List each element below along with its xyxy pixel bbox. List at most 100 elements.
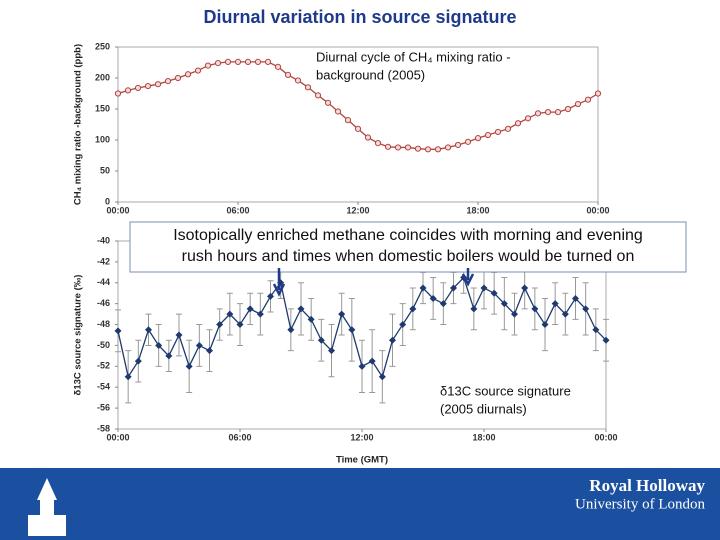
data-point [134,357,142,365]
callout-arrow [272,268,286,297]
data-point [204,62,212,69]
data-point [500,300,508,308]
data-point [484,131,492,139]
data-point [164,78,172,85]
data-point [521,284,529,292]
annotation: (2005 diurnals) [440,401,527,416]
data-point [264,58,272,65]
annotation: background (2005) [316,67,425,82]
data-point [399,321,407,329]
data-point [354,125,362,132]
y-tick-label: 200 [95,72,110,82]
data-point [226,310,234,318]
x-axis-label: Time (GMT) [336,455,388,466]
data-point [124,373,132,381]
data-point [314,92,322,99]
data-point [307,315,315,323]
x-tick-label: 12:00 [346,205,369,215]
x-tick-label: 06:00 [226,205,249,215]
data-point [185,362,193,370]
data-point [214,60,222,67]
data-point [531,305,539,313]
annotation: δ13C source signature [440,383,571,398]
data-point [348,326,356,334]
logo-subname: University of London [575,496,705,512]
data-point [561,310,569,318]
data-point [534,110,542,117]
y-tick-label: -56 [97,402,110,412]
data-point [114,90,122,97]
data-point [317,336,325,344]
data-point [294,77,302,84]
x-tick-label: 00:00 [594,432,617,442]
data-point [434,146,442,153]
data-point [155,341,163,349]
data-point [572,294,579,302]
y-tick-label: 250 [95,41,110,51]
data-point [454,141,462,149]
data-point [574,100,582,108]
data-point [154,81,162,88]
data-point [175,331,183,339]
y-tick-label: -42 [97,256,110,266]
data-point [424,146,432,153]
y-axis-label: δ13C source signature (‰) [73,275,84,396]
callout-arrow [461,268,475,287]
data-point [297,305,305,313]
data-point [114,327,122,335]
callout-text: rush hours and times when domestic boile… [182,248,635,265]
data-point [324,99,332,106]
callout-box [129,221,687,273]
data-point [551,300,559,308]
data-point [134,84,142,92]
data-point [344,117,352,124]
data-point [439,300,447,308]
data-point [404,144,412,151]
slide-title: Diurnal variation in source signature [203,7,516,27]
data-point [364,134,372,141]
y-axis-label: CH₄ mixing ratio -background (ppb) [73,44,84,205]
data-point [464,138,472,145]
y-tick-label: -52 [97,361,110,371]
data-point [236,321,244,329]
data-point [216,321,224,329]
data-point [554,109,562,116]
data-point [145,326,152,334]
data-point [244,58,252,65]
annotation: Diurnal cycle of CH₄ mixing ratio - [316,49,511,64]
data-point [514,120,522,127]
y-tick-label: -58 [97,423,110,433]
data-point [174,74,182,82]
x-tick-label: 06:00 [228,432,251,442]
data-point [334,108,342,115]
data-point [338,310,346,318]
data-point [524,115,532,122]
data-point [504,125,512,132]
data-point [429,294,437,302]
data-point [124,87,132,94]
logo-name: Royal Holloway [589,476,705,495]
footer-band [0,468,720,540]
data-point [384,143,392,150]
data-point [165,352,173,360]
data-point [246,305,254,313]
data-point [409,305,417,313]
data-point [564,105,572,113]
data-point [144,82,152,90]
y-tick-label: -46 [97,298,110,308]
x-tick-label: 18:00 [472,432,495,442]
x-tick-label: 18:00 [466,205,489,215]
y-tick-label: -40 [97,235,110,245]
data-point [480,284,488,292]
y-tick-label: 150 [95,103,110,113]
y-tick-label: -50 [97,340,110,350]
data-point [184,71,192,78]
data-point [544,109,552,116]
y-tick-label: 100 [95,134,110,144]
data-point [394,144,402,151]
data-point [602,336,610,344]
data-point [490,289,498,297]
y-tick-label: -48 [97,319,110,329]
